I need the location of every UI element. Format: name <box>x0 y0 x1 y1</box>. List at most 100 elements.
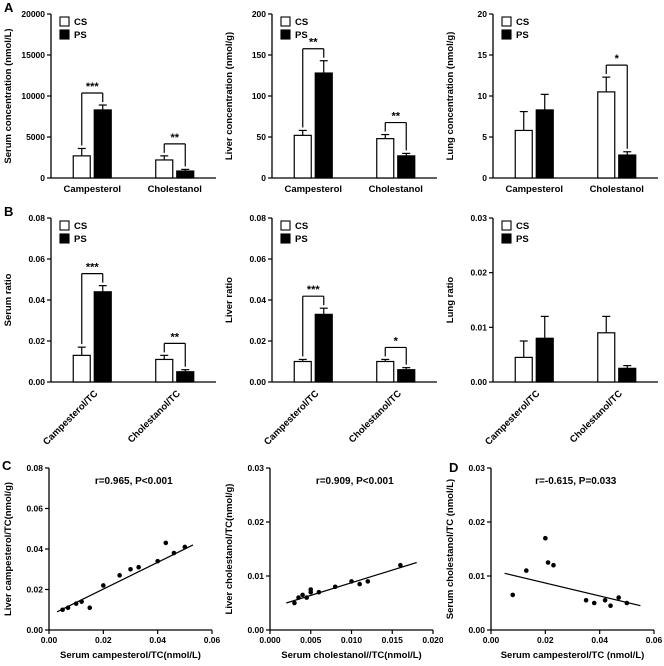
y-tick-label: 150 <box>252 50 266 60</box>
x-axis-label: Serum campesterol/TC(nmol/L) <box>60 650 201 661</box>
bar-cs <box>514 356 533 383</box>
legend-swatch <box>501 233 512 244</box>
scatter-point <box>79 599 84 604</box>
legend-label: CS <box>295 221 308 232</box>
scatter-point <box>128 566 133 572</box>
x-tick-label: Cholestanol/TC <box>126 388 183 445</box>
y-tick-label: 0.08 <box>249 213 266 223</box>
sig-label: ** <box>170 132 179 144</box>
legend-label: PS <box>74 234 87 245</box>
legend-label: CS <box>516 221 529 232</box>
x-tick-label: 0.00 <box>483 635 500 645</box>
scatter-point <box>292 600 297 606</box>
bar-ps <box>397 369 416 383</box>
scatter-point <box>332 584 338 590</box>
bar-cs <box>376 138 395 179</box>
scatter-point <box>316 589 322 595</box>
bar-cs <box>597 332 616 383</box>
svg-lung-ratio: 0.00 0.01 0.02 0.03 Campesterol/TC Cholestano… <box>445 213 658 448</box>
panel-c-d-row: 0.00 0.02 0.04 0.06 0.08 0.00 0.02 0.04 0.06 r=0.… <box>1 462 664 664</box>
correlation-annotation: r=0.909, P<0.001 <box>316 476 394 487</box>
scatter-point <box>357 581 362 587</box>
x-tick-label: Campesterol <box>63 184 121 195</box>
chart-lung-ratio: 0.00 0.01 0.02 0.03 Campesterol/TC Cholestano… <box>443 208 664 460</box>
legend-swatch <box>280 16 291 27</box>
svg-liver-campesterol-correlation: 0.00 0.02 0.04 0.06 0.08 0.00 0.02 0.04 0.06 r=0.… <box>3 463 221 661</box>
x-tick-label: 0.005 <box>300 635 322 645</box>
x-tick-label: Campesterol <box>505 184 563 195</box>
y-tick-label: 0.03 <box>470 213 487 223</box>
x-tick-label: 0.06 <box>646 635 663 645</box>
scatter-point <box>602 598 608 603</box>
y-tick-label: 0 <box>40 173 45 183</box>
panel-label-b: B <box>4 204 14 219</box>
scatter-point <box>398 562 403 568</box>
y-tick-label: 0.04 <box>26 544 43 554</box>
y-tick-label: 0.04 <box>249 295 266 305</box>
sig-label: ** <box>391 111 400 123</box>
y-axis-label: Liver cholestanol/TC(nmol/g) <box>224 484 235 615</box>
y-tick-label: 0.06 <box>249 254 266 264</box>
scatter-point <box>365 579 371 584</box>
y-axis-label: Liver campesterol/TC(nmol/g) <box>3 482 14 616</box>
bar-ps <box>314 313 333 383</box>
scatter-point <box>136 564 141 570</box>
legend-swatch <box>59 233 70 244</box>
sig-label: * <box>394 335 399 347</box>
bar-ps <box>618 154 637 179</box>
y-tick-label: 0.00 <box>28 377 45 387</box>
y-tick-label: 0.06 <box>26 504 43 514</box>
bar-cs <box>293 360 312 383</box>
y-tick-label: 0.00 <box>470 377 487 387</box>
y-tick-label: 10000 <box>21 91 45 101</box>
y-tick-label: 0.00 <box>247 625 264 635</box>
scatter-point <box>308 587 314 592</box>
panel-label-d: D <box>449 460 459 475</box>
bar-ps <box>618 367 637 383</box>
chart-serum-concentration: 0 5000 10000 15000 20000 Campesterol Cholestan… <box>1 4 222 200</box>
bar-cs <box>155 159 174 179</box>
x-tick-label: 0.06 <box>204 635 221 645</box>
x-axis-label: Serum campesterol/TC (nmol/L) <box>501 650 645 661</box>
sig-label: *** <box>86 81 100 93</box>
svg-liver-ratio: 0.00 0.02 0.04 0.06 0.08 Campesterol/TC Choles… <box>224 213 437 448</box>
y-tick-label: 0.04 <box>28 295 45 305</box>
y-tick-label: 0 <box>482 173 487 183</box>
chart-liver-ratio: 0.00 0.02 0.04 0.06 0.08 Campesterol/TC Choles… <box>222 208 443 460</box>
legend-swatch <box>59 220 70 231</box>
y-tick-label: 0.06 <box>28 254 45 264</box>
y-tick-label: 0.02 <box>468 517 485 527</box>
sig-label: * <box>615 53 620 65</box>
chart-liver-concentration: 0 50 100 150 200 Campesterol Cholestanol ** ** CS… <box>222 4 443 200</box>
sig-label: *** <box>307 284 321 296</box>
sig-label: ** <box>309 37 318 49</box>
bar-ps <box>397 155 416 179</box>
y-axis-label: Serum ratio <box>3 273 14 326</box>
y-tick-label: 50 <box>257 132 267 142</box>
x-tick-label: 0.020 <box>422 635 443 645</box>
chart-liver-campesterol-correlation: 0.00 0.02 0.04 0.06 0.08 0.00 0.02 0.04 0.06 r=0.… <box>1 462 222 664</box>
x-tick-label: Campesterol/TC <box>262 388 321 447</box>
y-tick-label: 0.01 <box>470 322 487 332</box>
y-tick-label: 0.01 <box>468 571 485 581</box>
y-tick-label: 0.01 <box>247 571 264 581</box>
chart-lung-concentration: 0 5 10 15 20 Campesterol Cholestanol * CS PS Lung … <box>443 4 664 200</box>
y-axis-label: Serum cholestanol/TC (nmol/L) <box>445 479 456 619</box>
scatter-point <box>155 558 160 564</box>
legend-label: CS <box>74 221 87 232</box>
scatter-point <box>87 605 93 611</box>
legend-label: PS <box>295 30 308 41</box>
y-tick-label: 0.08 <box>28 213 45 223</box>
legend-label: PS <box>295 234 308 245</box>
legend-swatch <box>280 29 291 40</box>
legend-swatch <box>59 16 70 27</box>
bar-cs <box>293 134 312 179</box>
scatter-point <box>616 595 621 600</box>
y-tick-label: 0.00 <box>468 625 485 635</box>
legend-swatch <box>280 220 291 231</box>
legend-label: PS <box>516 30 529 41</box>
panel-b-row: 0.00 0.02 0.04 0.06 0.08 Campesterol/TC Choles… <box>1 208 664 460</box>
legend-label: PS <box>74 30 87 41</box>
scatter-point <box>349 579 354 584</box>
y-tick-label: 0 <box>261 173 266 183</box>
